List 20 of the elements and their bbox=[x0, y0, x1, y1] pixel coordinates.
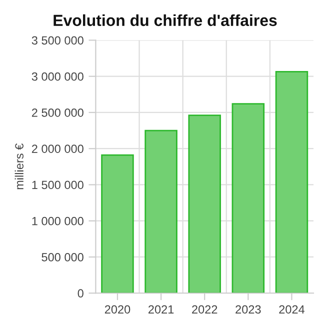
y-axis-title: milliers € bbox=[14, 144, 24, 190]
bar bbox=[188, 114, 221, 294]
bar bbox=[101, 154, 134, 294]
y-tick-label: 3 500 000 bbox=[32, 36, 84, 45]
x-tick-label: 2021 bbox=[148, 305, 174, 314]
y-tick-label: 0 bbox=[78, 289, 84, 298]
y-tick-label: 2 500 000 bbox=[32, 108, 84, 117]
chart-title: Evolution du chiffre d'affaires bbox=[54, 14, 277, 26]
y-tick-label: 3 000 000 bbox=[32, 72, 84, 81]
bar bbox=[275, 70, 308, 294]
x-tick-label: 2024 bbox=[279, 305, 305, 314]
x-tick-label: 2022 bbox=[192, 305, 218, 314]
x-tick-label: 2023 bbox=[236, 305, 261, 314]
bar bbox=[144, 130, 178, 294]
y-tick-label: 500 000 bbox=[42, 253, 84, 262]
y-tick-label: 1 000 000 bbox=[32, 216, 84, 226]
x-tick-label: 2020 bbox=[104, 305, 130, 314]
y-tick-label: 2 000 000 bbox=[32, 144, 84, 153]
y-tick-label: 1 500 000 bbox=[32, 180, 84, 190]
bar bbox=[232, 103, 265, 294]
